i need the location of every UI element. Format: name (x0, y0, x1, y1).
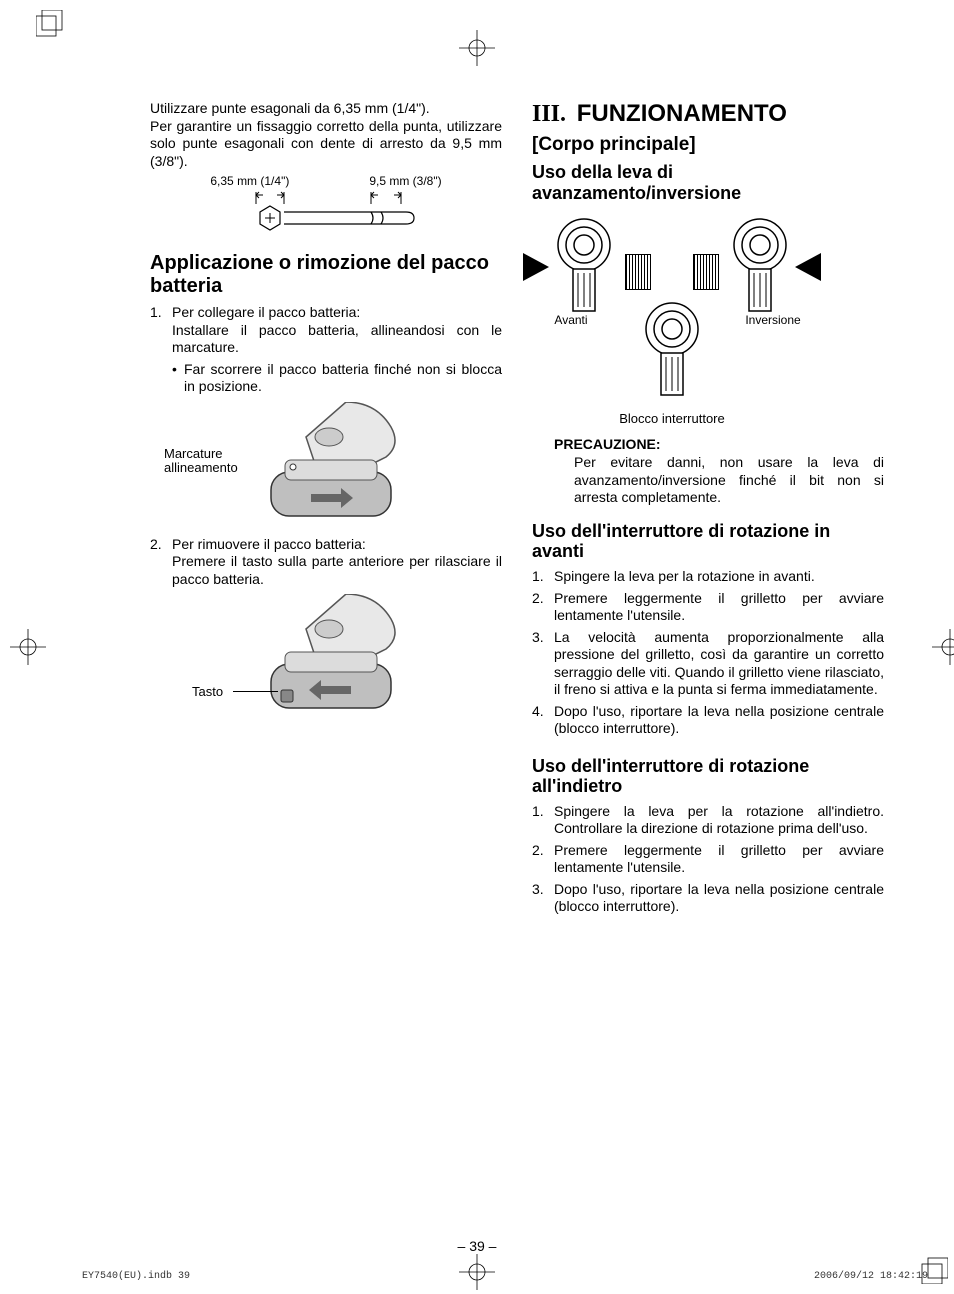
step1-lead: Per collegare il pacco batteria: (172, 304, 360, 320)
battery-remove-svg (241, 594, 411, 714)
lever-diagram: Avanti In (532, 217, 812, 426)
list-number: 1. (150, 304, 172, 357)
list-item: 3.Dopo l'uso, riportare la leva nella po… (532, 881, 884, 916)
battery-step-1-bullet: • Far scorrere il pacco batteria finché … (150, 361, 502, 396)
list-number: 1. (532, 568, 554, 586)
step1-body: Installare il pacco batteria, allineando… (172, 322, 502, 356)
step1-bullet-text: Far scorrere il pacco batteria finché no… (184, 361, 502, 396)
lever-reverse-svg (725, 217, 795, 317)
right-column: III. FUNZIONAMENTO [Corpo principale] Us… (532, 100, 884, 920)
list-item: 2.Premere leggermente il grilletto per a… (532, 842, 884, 877)
lever-forward-label: Avanti (554, 313, 587, 327)
list-number: 2. (150, 536, 172, 589)
heading-reverse-switch: Uso dell'interruttore di rota­zione all'… (532, 756, 884, 797)
registration-mark-top (459, 30, 495, 66)
tasto-label: Tasto (192, 684, 223, 699)
sub-corpo-principale: [Corpo principale] (532, 134, 884, 156)
battery-step-1: 1. Per collegare il pacco batteria: Inst… (150, 304, 502, 357)
section-title: FUNZIONAMENTO (577, 100, 787, 127)
list-item-text: Dopo l'uso, riportare la leva nella posi… (554, 703, 884, 738)
caution-title: PRECAUZIONE: (554, 436, 884, 452)
list-item-text: La velocità aumenta proporzionalmente al… (554, 629, 884, 699)
left-column: Utilizzare punte esagonali da 6,35 mm (1… (130, 100, 502, 920)
page-number: – 39 – (0, 1238, 954, 1254)
step2-lead: Per rimuovere il pacco batteria: (172, 536, 366, 552)
battery-attach-diagram: Marcature allineamento (150, 402, 502, 522)
registration-mark-bottom (459, 1254, 495, 1290)
list-item-text: Premere leggermente il grilletto per avv… (554, 590, 884, 625)
heading-forward-switch: Uso dell'interruttore di rota­zione in a… (532, 521, 884, 562)
battery-step-2: 2. Per rimuovere il pacco batteria: Prem… (150, 536, 502, 589)
tasto-leader-line (233, 691, 278, 692)
intro-text-1: Utilizzare punte esagonali da 6,35 mm (1… (150, 100, 502, 118)
list-item-text: Spingere la leva per la rotazione in ava… (554, 568, 884, 586)
list-item: 2.Premere leggermente il grilletto per a… (532, 590, 884, 625)
list-number: 3. (532, 629, 554, 699)
registration-mark-left (10, 629, 46, 665)
heading-lever: Uso della leva di avanzamento/inversione (532, 162, 884, 203)
footer-timestamp: 2006/09/12 18:42:19 (814, 1271, 928, 1282)
list-item: 4.Dopo l'uso, riportare la leva nella po… (532, 703, 884, 738)
section-number: III. (532, 101, 566, 127)
dim-left-label: 6,35 mm (1/4") (210, 174, 289, 188)
dim-right-label: 9,5 mm (3/8") (369, 174, 441, 188)
arrow-forward-icon (523, 253, 549, 281)
caution-body: Per evitare danni, non usare la leva di … (532, 454, 884, 507)
caution-block: PRECAUZIONE: (532, 436, 884, 452)
list-item: 1.Spingere la leva per la rotazione in a… (532, 568, 884, 586)
battery-remove-diagram: Tasto (150, 594, 502, 714)
arrow-reverse-icon (795, 253, 821, 281)
forward-steps-list: 1.Spingere la leva per la rotazione in a… (532, 568, 884, 738)
intro-text-2: Per garantire un fissaggio corretto dell… (150, 118, 502, 171)
lever-lock-svg (637, 299, 707, 409)
list-number: 3. (532, 881, 554, 916)
reverse-steps-list: 1.Spingere la leva per la rotazione all'… (532, 803, 884, 916)
list-item-text: Dopo l'uso, riportare la leva nella posi… (554, 881, 884, 916)
list-number: 2. (532, 590, 554, 625)
list-number: 1. (532, 803, 554, 838)
hex-bit-svg (196, 190, 456, 232)
marcature-label: Marcature allineamento (164, 447, 238, 477)
hex-bit-diagram: 6,35 mm (1/4") 9,5 mm (3/8") (150, 174, 502, 232)
hatch-right (693, 254, 719, 290)
list-number: 4. (532, 703, 554, 738)
lever-forward-svg (549, 217, 619, 317)
page-content: Utilizzare punte esagonali da 6,35 mm (1… (0, 0, 954, 980)
crop-mark-tl (36, 10, 72, 46)
list-number: 2. (532, 842, 554, 877)
list-item-text: Premere leggermente il grilletto per avv… (554, 842, 884, 877)
battery-attach-svg (241, 402, 411, 522)
list-item-text: Spingere la leva per la rotazione all'in… (554, 803, 884, 838)
list-item: 3.La velocità aumenta proporzionalmente … (532, 629, 884, 699)
bullet-mark: • (172, 361, 184, 396)
lever-reverse-label: Inversione (745, 313, 800, 327)
heading-battery: Applicazione o rimozione del pacco batte… (150, 252, 502, 298)
registration-mark-right (932, 629, 954, 665)
step2-body: Premere il tasto sulla parte anteriore p… (172, 553, 502, 587)
footer-filename: EY7540(EU).indb 39 (82, 1271, 190, 1282)
lever-lock-label: Blocco interruttore (619, 411, 725, 426)
section-3-heading: III. FUNZIONAMENTO (532, 100, 884, 128)
hatch-left (625, 254, 651, 290)
list-item: 1.Spingere la leva per la rotazione all'… (532, 803, 884, 838)
